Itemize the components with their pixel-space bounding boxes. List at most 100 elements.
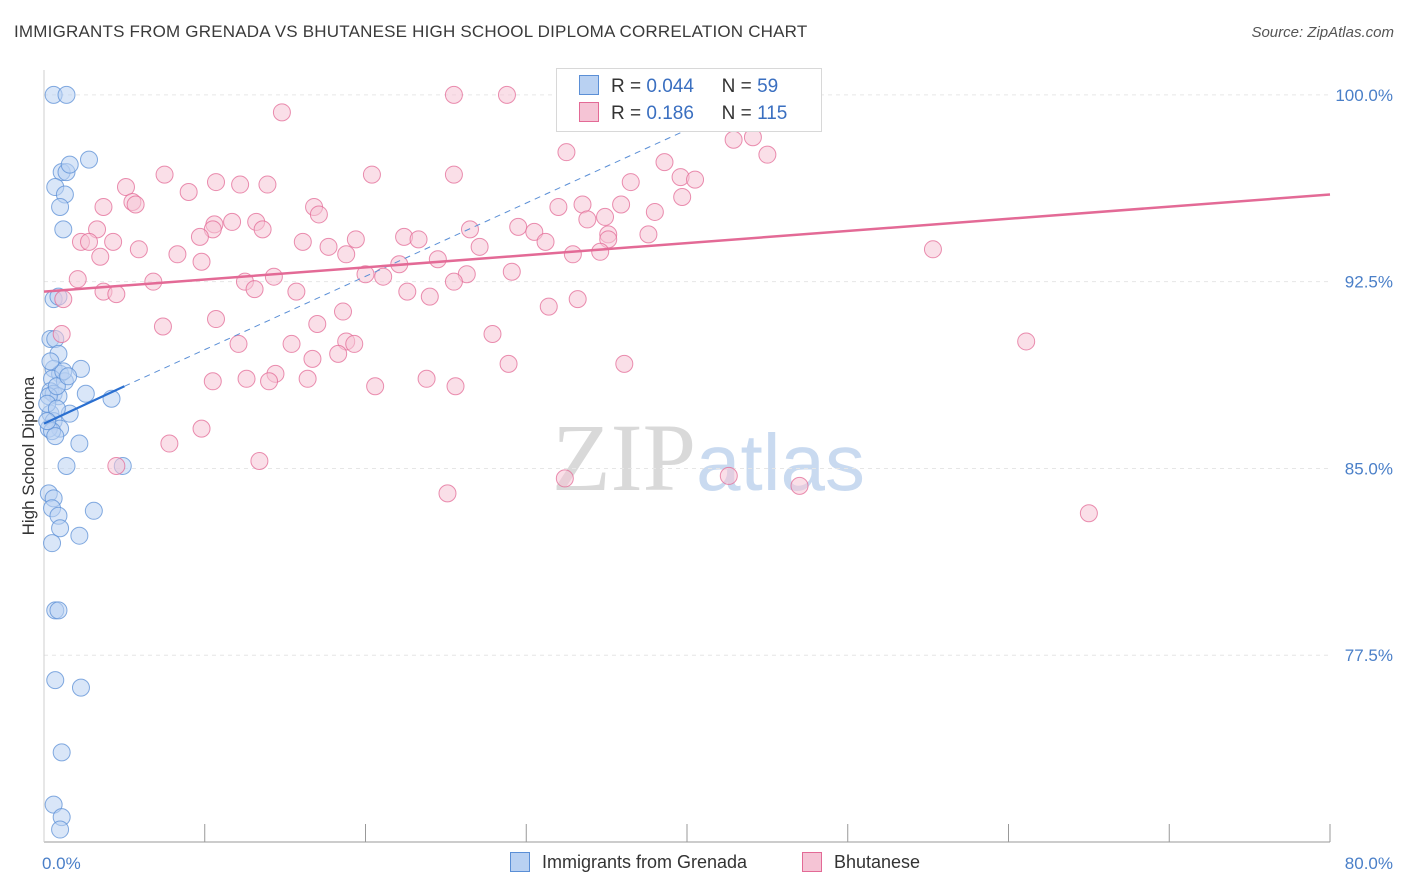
bhutanese-point bbox=[231, 175, 250, 194]
x-tick-label-max: 80.0% bbox=[1345, 854, 1393, 873]
bhutanese-point bbox=[333, 302, 352, 321]
bhutanese-point bbox=[539, 297, 558, 316]
bhutanese-point bbox=[790, 476, 809, 495]
bhutanese-point bbox=[1017, 332, 1036, 351]
bhutanese-point bbox=[245, 280, 264, 299]
bhutanese-point bbox=[282, 334, 301, 353]
grenada-point bbox=[51, 820, 70, 839]
bhutanese-point bbox=[444, 85, 463, 104]
grenada-point bbox=[84, 501, 103, 520]
bhutanese-point bbox=[356, 265, 375, 284]
bhutanese-point bbox=[229, 334, 248, 353]
bottom-legend-swatch-grenada bbox=[510, 852, 530, 872]
grenada-trend-extension bbox=[124, 129, 688, 387]
grenada-point bbox=[57, 85, 76, 104]
bhutanese-point bbox=[525, 222, 544, 241]
bhutanese-point bbox=[207, 310, 226, 329]
bhutanese-point bbox=[91, 247, 110, 266]
bhutanese-point bbox=[293, 232, 312, 251]
bhutanese-point bbox=[374, 267, 393, 286]
legend-n-label-bhutanese: N = bbox=[721, 103, 752, 124]
bhutanese-point bbox=[190, 227, 209, 246]
bhutanese-point bbox=[253, 220, 272, 239]
x-tick-label-min: 0.0% bbox=[42, 854, 81, 873]
bhutanese-point bbox=[346, 230, 365, 249]
grenada-point bbox=[43, 534, 62, 553]
bhutanese-point bbox=[612, 195, 631, 214]
bhutanese-point bbox=[573, 195, 592, 214]
grenada-point bbox=[80, 150, 99, 169]
legend-r-label-grenada: R = bbox=[611, 76, 642, 97]
bhutanese-point bbox=[444, 165, 463, 184]
bhutanese-point bbox=[557, 143, 576, 162]
legend-n-value-bhutanese: 115 bbox=[757, 103, 788, 124]
bhutanese-point bbox=[536, 232, 555, 251]
legend-r-label-bhutanese: R = bbox=[611, 103, 642, 124]
bhutanese-point bbox=[203, 372, 222, 391]
bhutanese-point bbox=[549, 197, 568, 216]
legend-row-bhutanese: R = 0.186 N = 115 bbox=[579, 102, 787, 126]
bhutanese-point bbox=[298, 369, 317, 388]
watermark: ZIPatlas bbox=[552, 402, 865, 513]
bhutanese-point bbox=[639, 225, 658, 244]
stats-legend: R = 0.044 N = 59 R = 0.186 N = 115 bbox=[556, 68, 822, 132]
bhutanese-point bbox=[345, 334, 364, 353]
bhutanese-point bbox=[179, 183, 198, 202]
bhutanese-point bbox=[80, 232, 99, 251]
points-layer bbox=[38, 85, 1098, 839]
bhutanese-point bbox=[155, 165, 174, 184]
bhutanese-point bbox=[303, 349, 322, 368]
grenada-point bbox=[51, 197, 70, 216]
bottom-legend-bhutanese: Bhutanese bbox=[802, 852, 920, 873]
bottom-legend-label-grenada: Immigrants from Grenada bbox=[542, 852, 748, 872]
bhutanese-point bbox=[719, 466, 738, 485]
bhutanese-trend-line bbox=[43, 193, 1331, 293]
grenada-point bbox=[70, 526, 89, 545]
bhutanese-point bbox=[160, 434, 179, 453]
grenada-point bbox=[59, 367, 78, 386]
trend-layer bbox=[43, 129, 1331, 425]
bhutanese-point bbox=[192, 419, 211, 438]
bhutanese-point bbox=[260, 372, 279, 391]
bhutanese-point bbox=[68, 270, 87, 289]
bhutanese-point bbox=[308, 315, 327, 334]
grenada-point bbox=[52, 743, 71, 762]
bhutanese-point bbox=[362, 165, 381, 184]
bhutanese-point bbox=[107, 456, 126, 475]
grenada-point bbox=[70, 434, 89, 453]
grenada-point bbox=[49, 601, 68, 620]
bhutanese-point bbox=[287, 282, 306, 301]
bhutanese-point bbox=[409, 230, 428, 249]
bhutanese-point bbox=[420, 287, 439, 306]
bhutanese-point bbox=[52, 324, 71, 343]
legend-swatch-bhutanese bbox=[579, 102, 599, 122]
bhutanese-point bbox=[366, 377, 385, 396]
chart-source: Source: ZipAtlas.com bbox=[1251, 24, 1394, 41]
bhutanese-point bbox=[329, 344, 348, 363]
bottom-legend-label-bhutanese: Bhutanese bbox=[834, 852, 921, 872]
watermark-atlas: atlas bbox=[696, 418, 865, 507]
bhutanese-point bbox=[107, 285, 126, 304]
bhutanese-point bbox=[207, 173, 226, 192]
watermark-zip: ZIP bbox=[552, 404, 696, 511]
y-tick-label: 85.0% bbox=[1345, 459, 1393, 478]
grenada-trend-line bbox=[43, 385, 125, 425]
grenada-point bbox=[76, 384, 95, 403]
bhutanese-point bbox=[129, 240, 148, 259]
bhutanese-point bbox=[444, 272, 463, 291]
bhutanese-point bbox=[591, 242, 610, 261]
grenada-point bbox=[71, 678, 90, 697]
legend-r-value-grenada: 0.044 bbox=[646, 76, 694, 97]
bhutanese-point bbox=[116, 178, 135, 197]
grenada-point bbox=[41, 352, 60, 371]
bhutanese-point bbox=[615, 354, 634, 373]
bottom-legend-grenada: Immigrants from Grenada bbox=[510, 852, 747, 873]
label-layer: High School Diploma 0.0% 80.0% 77.5% 85.0… bbox=[19, 86, 1393, 873]
y-tick-label: 100.0% bbox=[1335, 86, 1393, 105]
grenada-point bbox=[46, 427, 65, 446]
bhutanese-point bbox=[272, 103, 291, 122]
grenada-point bbox=[46, 671, 65, 690]
chart-title: IMMIGRANTS FROM GRENADA VS BHUTANESE HIG… bbox=[14, 22, 808, 41]
bhutanese-point bbox=[319, 237, 338, 256]
bhutanese-point bbox=[758, 145, 777, 164]
